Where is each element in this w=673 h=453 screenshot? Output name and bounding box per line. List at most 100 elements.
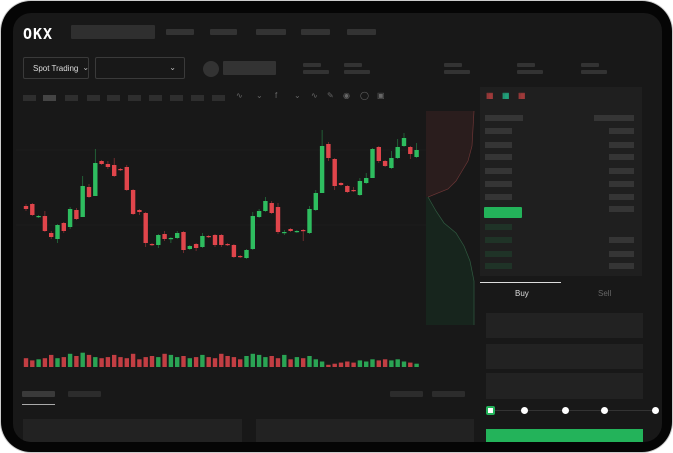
candle <box>93 149 98 196</box>
candle <box>389 151 394 169</box>
interval-button[interactable] <box>107 95 120 101</box>
pair-dropdown[interactable]: ⌄ <box>95 57 185 79</box>
ask-price[interactable] <box>485 168 512 174</box>
price-input[interactable] <box>486 313 643 338</box>
volume-chart <box>23 352 419 367</box>
interval-button[interactable] <box>87 95 100 101</box>
candle <box>162 231 167 241</box>
candle-body <box>168 238 174 240</box>
ask-price[interactable] <box>485 154 512 160</box>
indicator-icon[interactable]: ∿ <box>236 91 243 100</box>
ask-price[interactable] <box>485 194 512 200</box>
ask-size <box>609 142 634 148</box>
ask-price[interactable] <box>485 128 512 134</box>
ask-size <box>609 194 634 200</box>
volume-bar <box>326 364 331 367</box>
tab-open-orders[interactable] <box>22 391 55 397</box>
candle <box>294 230 300 233</box>
candle <box>370 148 375 178</box>
chevron-down-icon[interactable]: ⌄ <box>294 91 301 100</box>
ask-price[interactable] <box>485 181 512 187</box>
volume-bar <box>345 361 350 367</box>
buy-button[interactable] <box>486 429 643 442</box>
tab-buy[interactable]: Buy <box>515 289 529 298</box>
nav-item[interactable] <box>210 29 237 35</box>
fullscreen-icon[interactable]: ▣ <box>377 91 385 100</box>
candle <box>193 243 199 251</box>
orderbook-both-icon[interactable]: ▦ <box>486 91 494 100</box>
interval-button[interactable] <box>149 95 162 101</box>
slider-stop[interactable] <box>601 407 608 414</box>
volume-bar <box>61 357 66 367</box>
candle-body <box>200 236 205 247</box>
interval-button[interactable] <box>65 95 78 101</box>
candle-body <box>357 181 363 195</box>
candle <box>401 133 407 147</box>
stat-label <box>303 63 321 67</box>
candle-body <box>93 163 98 196</box>
orderbook-bids-icon[interactable]: ▦ <box>502 91 510 100</box>
candlestick-chart[interactable] <box>16 111 428 271</box>
slider-track[interactable] <box>489 410 659 411</box>
search-bar[interactable] <box>71 25 155 39</box>
volume-bar <box>244 356 249 367</box>
okx-logo[interactable]: OKX <box>23 25 54 43</box>
bid-price[interactable] <box>485 251 512 257</box>
interval-button[interactable] <box>170 95 183 101</box>
filter-button[interactable] <box>390 391 423 397</box>
draw-icon[interactable]: ✎ <box>327 91 334 100</box>
volume-bar <box>112 354 117 367</box>
nav-item[interactable] <box>301 29 330 35</box>
volume-bar <box>137 359 142 367</box>
candle <box>301 229 306 241</box>
candle-body <box>55 225 60 239</box>
volume-bar <box>99 358 104 367</box>
tab-order-history[interactable] <box>68 391 101 397</box>
reset-icon[interactable]: ◯ <box>360 91 369 100</box>
volume-bar <box>301 358 306 367</box>
slider-stop[interactable] <box>652 407 659 414</box>
bid-price[interactable] <box>485 263 512 269</box>
interval-button[interactable] <box>212 95 225 101</box>
slider-stop[interactable] <box>521 407 528 414</box>
candle <box>275 203 281 234</box>
volume-bar <box>86 354 92 367</box>
orderbook-asks-icon[interactable]: ▦ <box>518 91 526 100</box>
nav-item[interactable] <box>347 29 376 35</box>
candle <box>187 245 192 250</box>
total-input[interactable] <box>486 373 643 399</box>
settings-icon[interactable]: ◉ <box>343 91 350 100</box>
slider-handle[interactable] <box>486 406 495 415</box>
chart-type-icon[interactable]: ⌄ <box>256 91 263 100</box>
bid-price[interactable] <box>485 224 512 230</box>
stat-label <box>444 63 462 67</box>
ask-price[interactable] <box>485 142 512 148</box>
nav-item[interactable] <box>256 29 286 35</box>
ask-size <box>609 128 634 134</box>
candle-body <box>42 216 48 231</box>
amount-input[interactable] <box>486 344 643 369</box>
volume-bar <box>307 356 312 367</box>
interval-button[interactable] <box>191 95 204 101</box>
volume-bar <box>395 359 400 367</box>
volume-bar <box>156 357 161 367</box>
nav-item[interactable] <box>166 29 194 35</box>
tab-sell[interactable]: Sell <box>598 289 612 298</box>
interval-button-active[interactable] <box>43 95 56 101</box>
interval-button[interactable] <box>23 95 36 101</box>
volume-bar <box>351 362 356 367</box>
ask-size <box>609 154 634 160</box>
candle-body <box>294 231 300 233</box>
line-tool-icon[interactable]: ∿ <box>311 91 318 100</box>
slider-stop[interactable] <box>562 407 569 414</box>
orders-panel <box>23 419 242 442</box>
fx-icon[interactable]: f <box>275 91 278 100</box>
volume-bar <box>313 359 318 367</box>
bid-price[interactable] <box>485 237 512 243</box>
volume-bar <box>212 358 218 367</box>
market-type-dropdown[interactable]: Spot Trading ⌄ <box>23 57 89 79</box>
interval-button[interactable] <box>128 95 141 101</box>
candle <box>212 234 218 247</box>
filter-button[interactable] <box>432 391 465 397</box>
ask-size <box>609 181 634 187</box>
